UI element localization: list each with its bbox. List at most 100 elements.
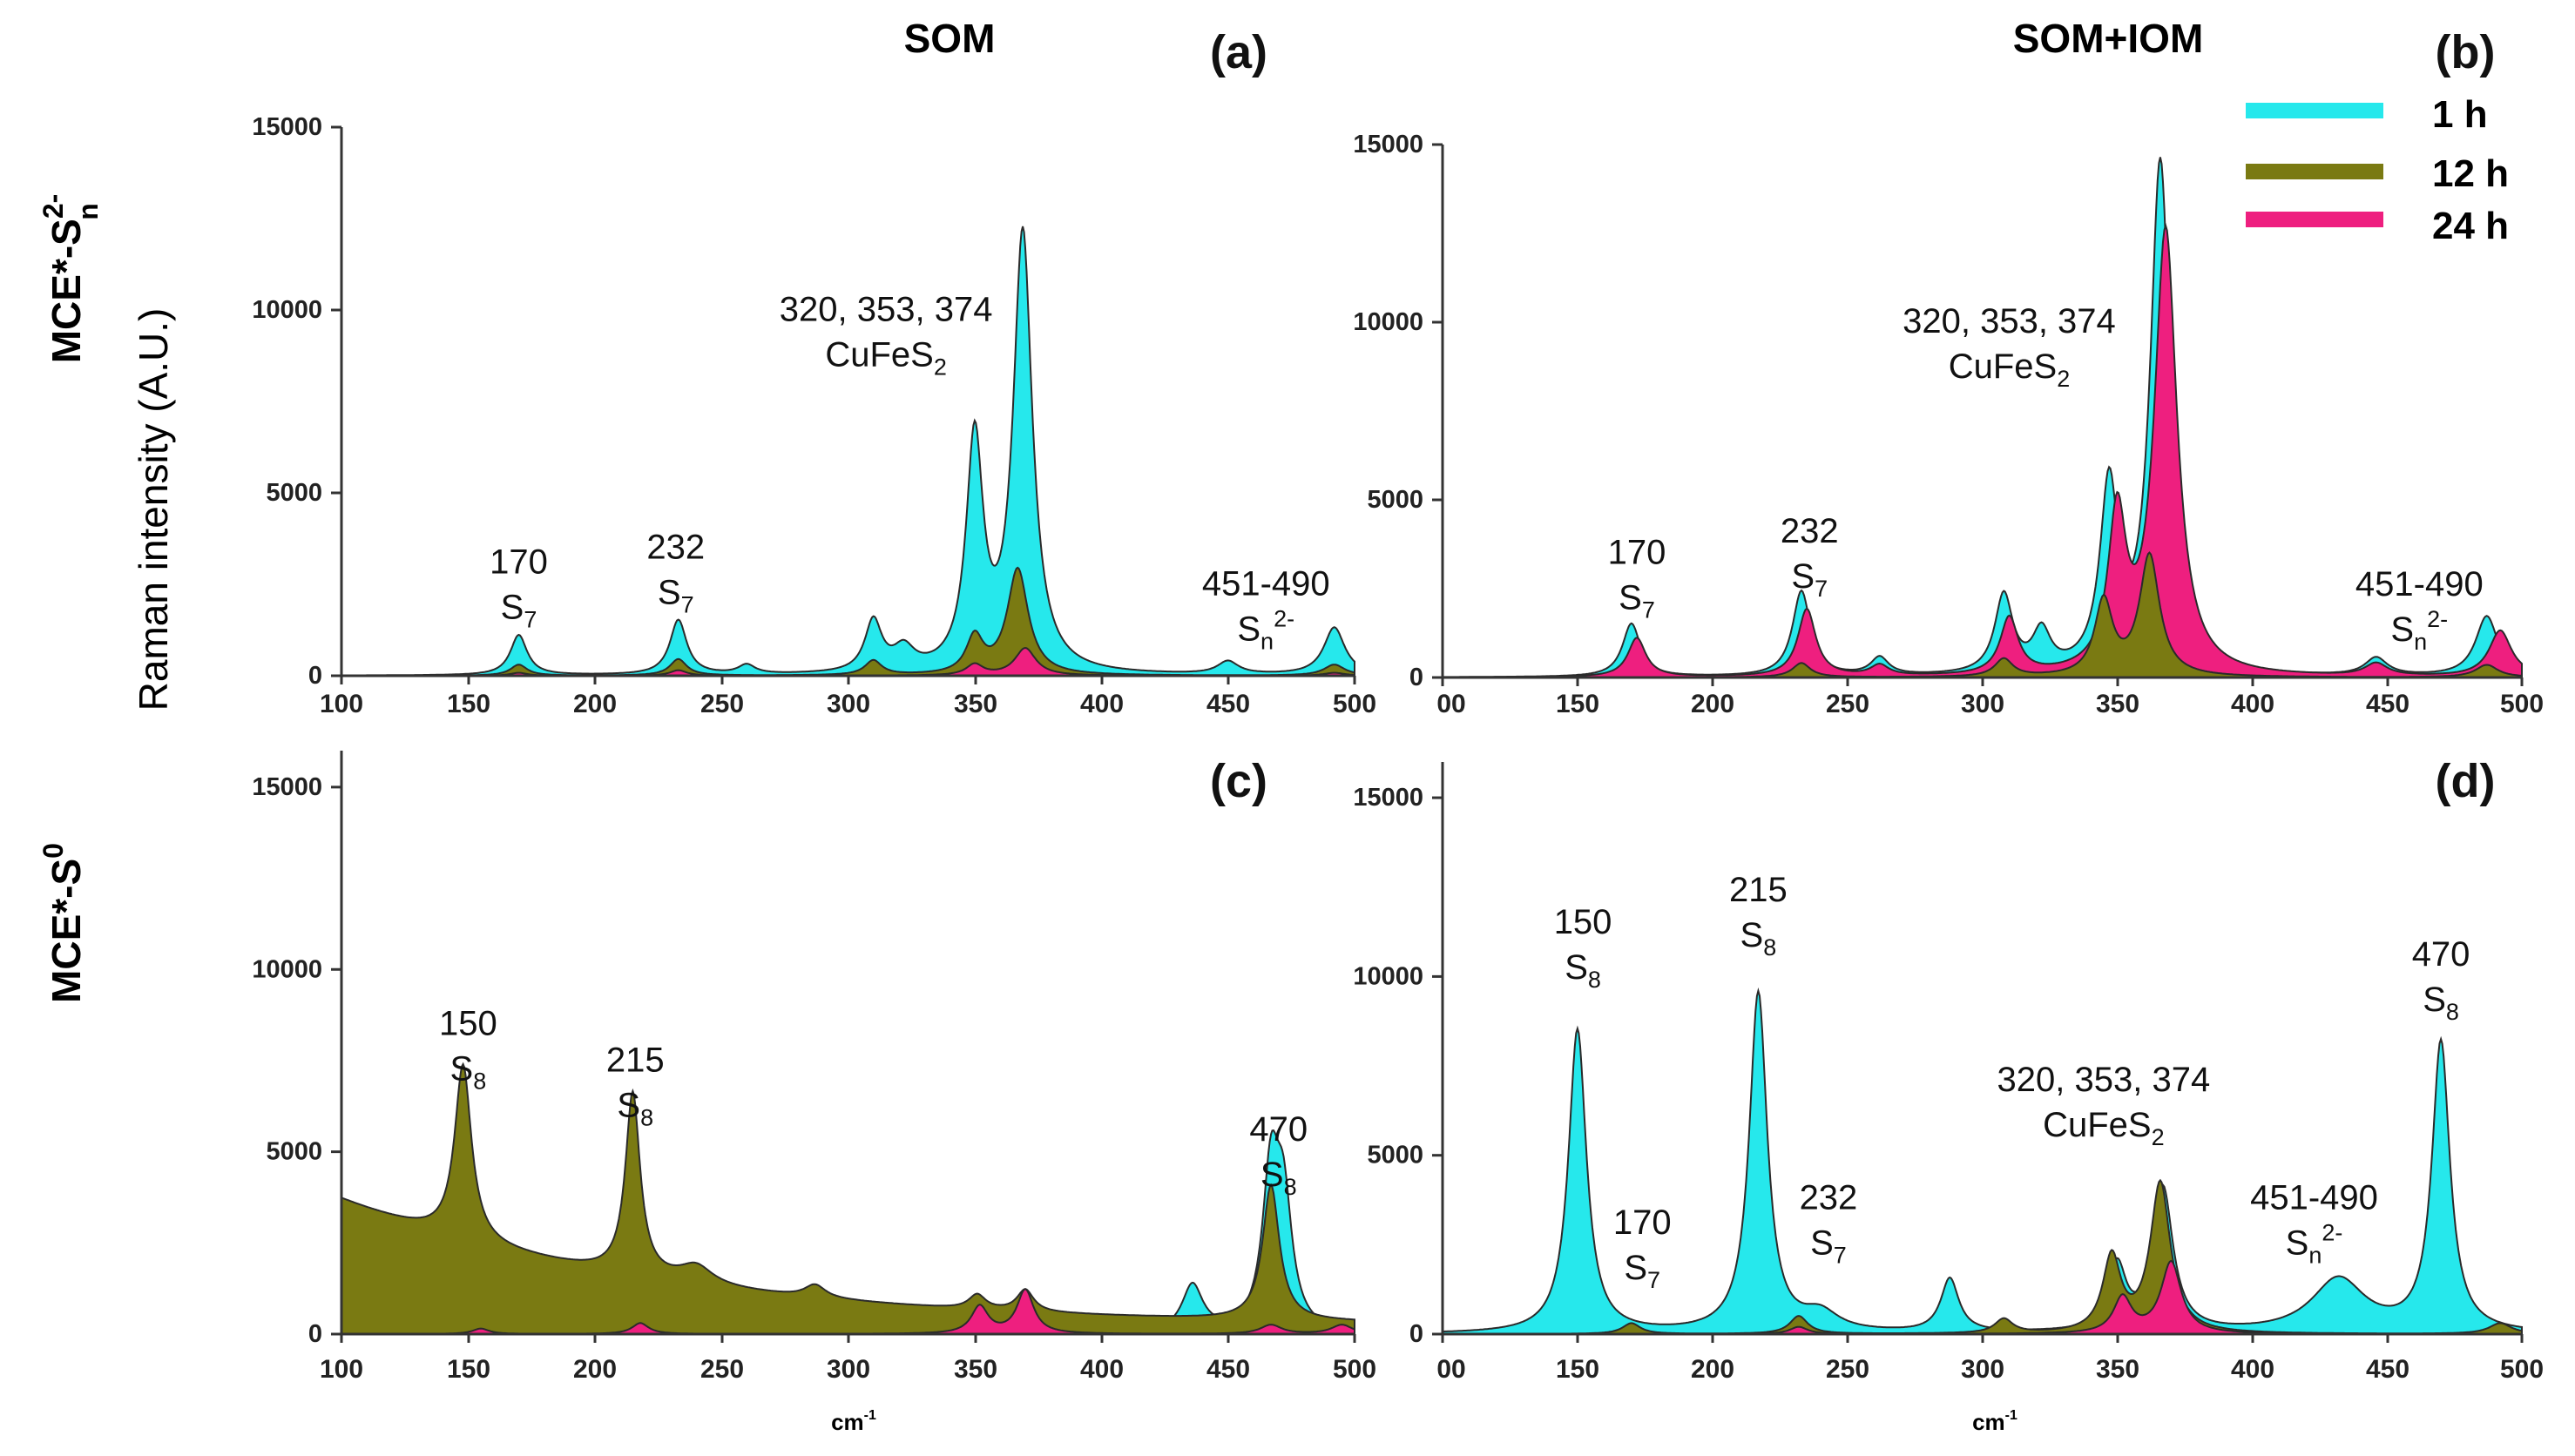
x-tick-label: 250 — [700, 1355, 744, 1384]
peak-annotation-line: 320, 353, 374 — [780, 291, 993, 329]
x-tick-label: 350 — [2096, 690, 2139, 718]
peak-annotation-line: 232 — [1781, 512, 1839, 550]
y-tick-label: 15000 — [1353, 131, 1423, 158]
x-tick-label: 250 — [1826, 690, 1869, 718]
x-tick-label: 150 — [447, 1355, 490, 1384]
x-tick-label: 450 — [1206, 690, 1250, 718]
spectrum-b-24h — [1442, 222, 2523, 678]
y-tick-label: 15000 — [1353, 784, 1423, 812]
x-tick-label: 100 — [320, 1355, 363, 1384]
x-unit-label-right: cm-1 — [1972, 1408, 2017, 1435]
x-tick-label: 250 — [1826, 1355, 1869, 1384]
y-tick-label: 0 — [1409, 1320, 1423, 1348]
x-tick-label: 300 — [827, 690, 870, 718]
peak-annotation-line: S7 — [501, 588, 537, 632]
x-tick-label: 200 — [573, 1355, 617, 1384]
y-tick-label: 0 — [308, 662, 322, 690]
x-tick-label: 500 — [1333, 1355, 1376, 1384]
x-tick-label: 300 — [1961, 1355, 2004, 1384]
x-tick-label: 200 — [1691, 1355, 1734, 1384]
x-tick-label: 150 — [1556, 1355, 1599, 1384]
peak-annotation-line: S7 — [658, 574, 694, 618]
peak-annotation-line: 150 — [1554, 903, 1612, 941]
legend-label-1h: 1 h — [2432, 93, 2488, 136]
peak-annotation-line: S8 — [1740, 916, 1777, 961]
peak-annotation-line: S7 — [1810, 1223, 1847, 1268]
peak-annotation-line: S8 — [1565, 948, 1601, 993]
peak-annotation-line: 470 — [2412, 935, 2470, 974]
panel-d: 0 5000 10000 15000 00 150 200 250 300 350 400 450 50… — [1353, 755, 2544, 1384]
svg-text:MCE*-S0: MCE*-S0 — [37, 843, 89, 1003]
peak-annotation: 320, 353, 374 CuFeS2 — [780, 291, 993, 381]
spectrum-d-1h — [1442, 987, 2523, 1335]
peak-annotation: 320, 353, 374 CuFeS2 — [1997, 1061, 2211, 1150]
peak-annotation-line: CuFeS2 — [2043, 1106, 2165, 1150]
panel-label-b: (b) — [2436, 26, 2496, 78]
legend: 1 h 12 h 24 h — [2246, 93, 2509, 247]
y-tick-label: 10000 — [252, 955, 322, 983]
peak-annotation-line: 232 — [646, 529, 705, 567]
x-tick-label: 500 — [1333, 690, 1376, 718]
panel-label-d: (d) — [2436, 755, 2496, 807]
y-tick-label: 10000 — [1353, 962, 1423, 990]
peak-annotation-line: Sn2- — [2390, 606, 2448, 655]
legend-label-12h: 12 h — [2432, 152, 2509, 195]
x-tick-label: 400 — [2231, 1355, 2274, 1384]
panel-label-a: (a) — [1210, 26, 1267, 78]
x-tick-label: 500 — [2500, 1355, 2544, 1384]
x-tick-label: 450 — [2366, 690, 2409, 718]
peak-annotation-line: 451-490 — [2250, 1178, 2378, 1217]
peak-annotation-line: 170 — [1608, 533, 1666, 571]
y-tick-label: 5000 — [266, 479, 322, 507]
column-title-som-iom: SOM+IOM — [2013, 16, 2204, 61]
x-tick-label: 100 — [320, 690, 363, 718]
peak-annotation-line: Sn2- — [2286, 1219, 2343, 1268]
panel-b: 0 5000 10000 15000 00 150 200 250 300 350 400 450 50… — [1353, 26, 2544, 718]
x-tick-label: 250 — [700, 690, 744, 718]
peak-annotation-line: S7 — [1624, 1249, 1660, 1293]
y-tick-label: 0 — [308, 1320, 322, 1348]
y-tick-label: 0 — [1409, 664, 1423, 691]
x-tick-label: 350 — [954, 690, 997, 718]
x-tick-label: 300 — [827, 1355, 870, 1384]
y-tick-label: 5000 — [266, 1138, 322, 1166]
column-title-som: SOM — [904, 16, 996, 61]
peak-annotation-line: 451-490 — [2355, 565, 2484, 603]
peak-annotation-line: 170 — [490, 543, 548, 581]
spectrum-a-1h — [341, 226, 1355, 677]
x-tick-label: 150 — [447, 690, 490, 718]
x-tick-label: 150 — [1556, 690, 1599, 718]
peak-annotation-line: 320, 353, 374 — [1997, 1061, 2211, 1099]
x-tick-label: 400 — [1080, 690, 1124, 718]
x-tick-label: 400 — [2231, 690, 2274, 718]
x-tick-label: 400 — [1080, 1355, 1124, 1384]
y-tick-label: 10000 — [252, 296, 322, 324]
y-tick-label: 5000 — [1367, 486, 1423, 514]
x-unit-label-left: cm-1 — [831, 1408, 876, 1435]
spectrum-c-12h — [341, 1062, 1355, 1335]
peak-annotation: 320, 353, 374 CuFeS2 — [1903, 302, 2116, 392]
peak-annotation-line: S8 — [2423, 981, 2459, 1025]
svg-text:MCE*-S2-n: MCE*-S2- n — [37, 194, 104, 364]
legend-swatch-24h — [2246, 212, 2383, 227]
legend-swatch-1h — [2246, 103, 2383, 118]
row-label-bottom: MCE*-S0 — [37, 843, 89, 1003]
peak-annotation-line: 150 — [439, 1005, 497, 1043]
panel-a: 0 5000 10000 15000 100 150 200 250 300 350 400 450 5… — [252, 26, 1376, 718]
legend-swatch-12h — [2246, 164, 2383, 179]
x-tick-label: 350 — [954, 1355, 997, 1384]
y-tick-label: 10000 — [1353, 308, 1423, 336]
legend-label-24h: 24 h — [2432, 205, 2509, 247]
x-tick-label: 200 — [1691, 690, 1734, 718]
peak-annotation-line: S7 — [1619, 578, 1655, 623]
